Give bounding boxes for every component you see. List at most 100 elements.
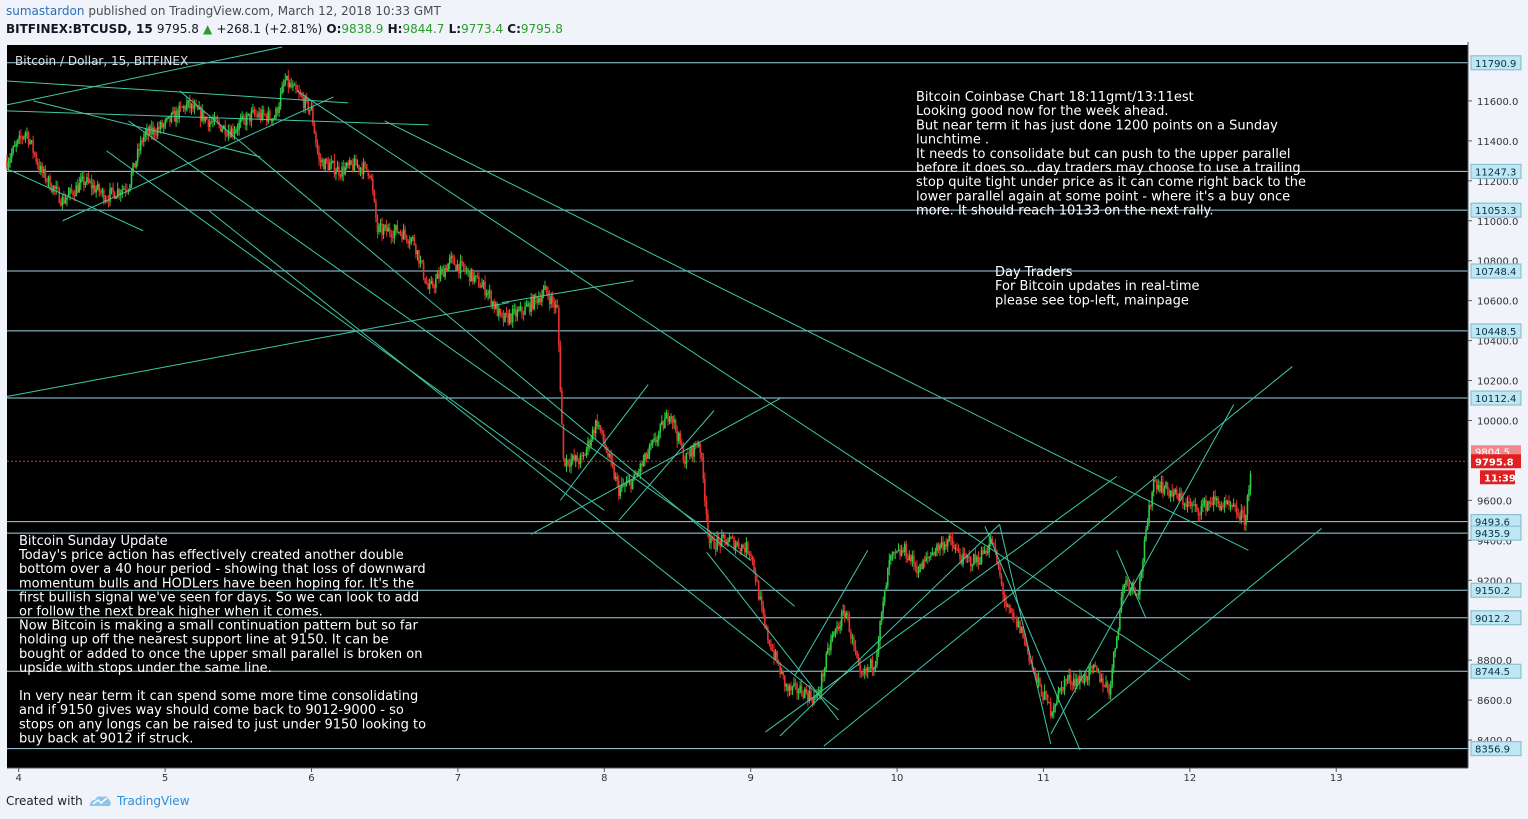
candle [43,166,45,178]
candle [235,126,237,134]
annotation-line: stop quite tight under price as it can c… [916,175,1306,190]
price-chart[interactable]: Bitcoin Coinbase Chart 18:11gmt/13:11est… [0,42,1528,786]
trend-line[interactable] [618,410,715,521]
candle [186,97,188,112]
candle [118,187,121,200]
trend-line[interactable] [208,210,839,711]
tradingview-link[interactable]: TradingView [117,794,190,808]
candle [948,532,951,543]
level-badge: 9150.2 [1470,582,1522,598]
candle [256,111,259,119]
trend-line[interactable] [128,120,751,561]
candle [936,542,938,557]
candle [250,107,253,128]
candle [121,184,124,199]
candle [99,188,102,196]
trend-line[interactable] [6,80,349,104]
trend-line[interactable] [6,168,144,232]
candle [44,164,47,184]
candle [524,301,526,316]
candle [93,180,96,194]
candle [388,222,391,238]
trend-line[interactable] [62,96,334,222]
candle [242,113,245,125]
trend-line[interactable] [779,523,1000,737]
time-axis[interactable] [0,768,1528,786]
candle [759,591,761,601]
candle [1111,664,1113,689]
candle [1011,607,1014,621]
open-label: O: [326,22,342,36]
candle [762,600,765,619]
candle [779,661,781,678]
trend-line[interactable] [501,280,634,304]
candle [744,542,746,557]
candle [996,549,998,565]
level-badge: 9012.2 [1470,610,1522,626]
trend-line[interactable] [6,46,283,106]
candle [458,263,460,279]
trend-line[interactable] [1087,527,1322,721]
annotation-coinbase[interactable]: Bitcoin Coinbase Chart 18:11gmt/13:11est… [916,90,1306,219]
candle [717,533,720,546]
close-label: C: [507,22,521,36]
trend-line[interactable] [6,302,510,398]
trend-line[interactable] [296,90,1191,681]
trend-line[interactable] [1116,550,1147,619]
trend-line[interactable] [106,150,605,511]
candle [1243,505,1246,531]
candle [422,259,425,281]
trend-line[interactable] [1050,404,1235,735]
candle [441,266,443,275]
candle [745,537,748,558]
candle [510,312,512,326]
candle [1099,670,1101,684]
candle [1229,500,1232,512]
candle [614,472,617,482]
plot-area[interactable] [7,45,1468,768]
candle [787,683,789,698]
candle [1094,661,1097,668]
candle [16,138,19,148]
candle [828,644,831,657]
trend-line[interactable] [6,110,429,126]
candle [768,639,771,647]
trend-line[interactable] [530,398,781,535]
candle [1071,681,1074,692]
annotation-line: lower parallel again at some point - whe… [916,189,1290,204]
candle [425,276,428,285]
candle [1162,475,1164,499]
candle [556,298,559,309]
level-badge: 11247.3 [1470,163,1522,179]
author-link[interactable]: sumastardon [6,4,85,18]
candle [956,542,958,551]
level-badge-text: 10748.4 [1475,267,1516,278]
trend-line[interactable] [984,526,1081,751]
candle [23,135,25,141]
candle [1137,590,1140,599]
candle [1177,493,1180,502]
candle [59,198,62,207]
candle [1189,498,1192,510]
candle [770,639,772,651]
trend-line[interactable] [706,551,839,721]
trend-line[interactable] [765,475,1117,733]
trend-line[interactable] [999,524,1052,745]
candle [953,540,955,549]
trend-line[interactable] [823,366,1293,747]
candle [959,548,961,565]
candle [455,264,457,271]
annotation-line: holding up off the nearest support line … [19,633,389,648]
trend-line[interactable] [179,90,795,607]
candle [939,543,941,557]
candle [126,183,128,195]
trend-line[interactable] [384,120,1249,551]
trend-line[interactable] [559,384,649,501]
candle [1016,615,1018,631]
candle [402,223,405,240]
trend-line[interactable] [794,550,869,677]
candle [1009,604,1012,614]
candle [951,532,954,552]
